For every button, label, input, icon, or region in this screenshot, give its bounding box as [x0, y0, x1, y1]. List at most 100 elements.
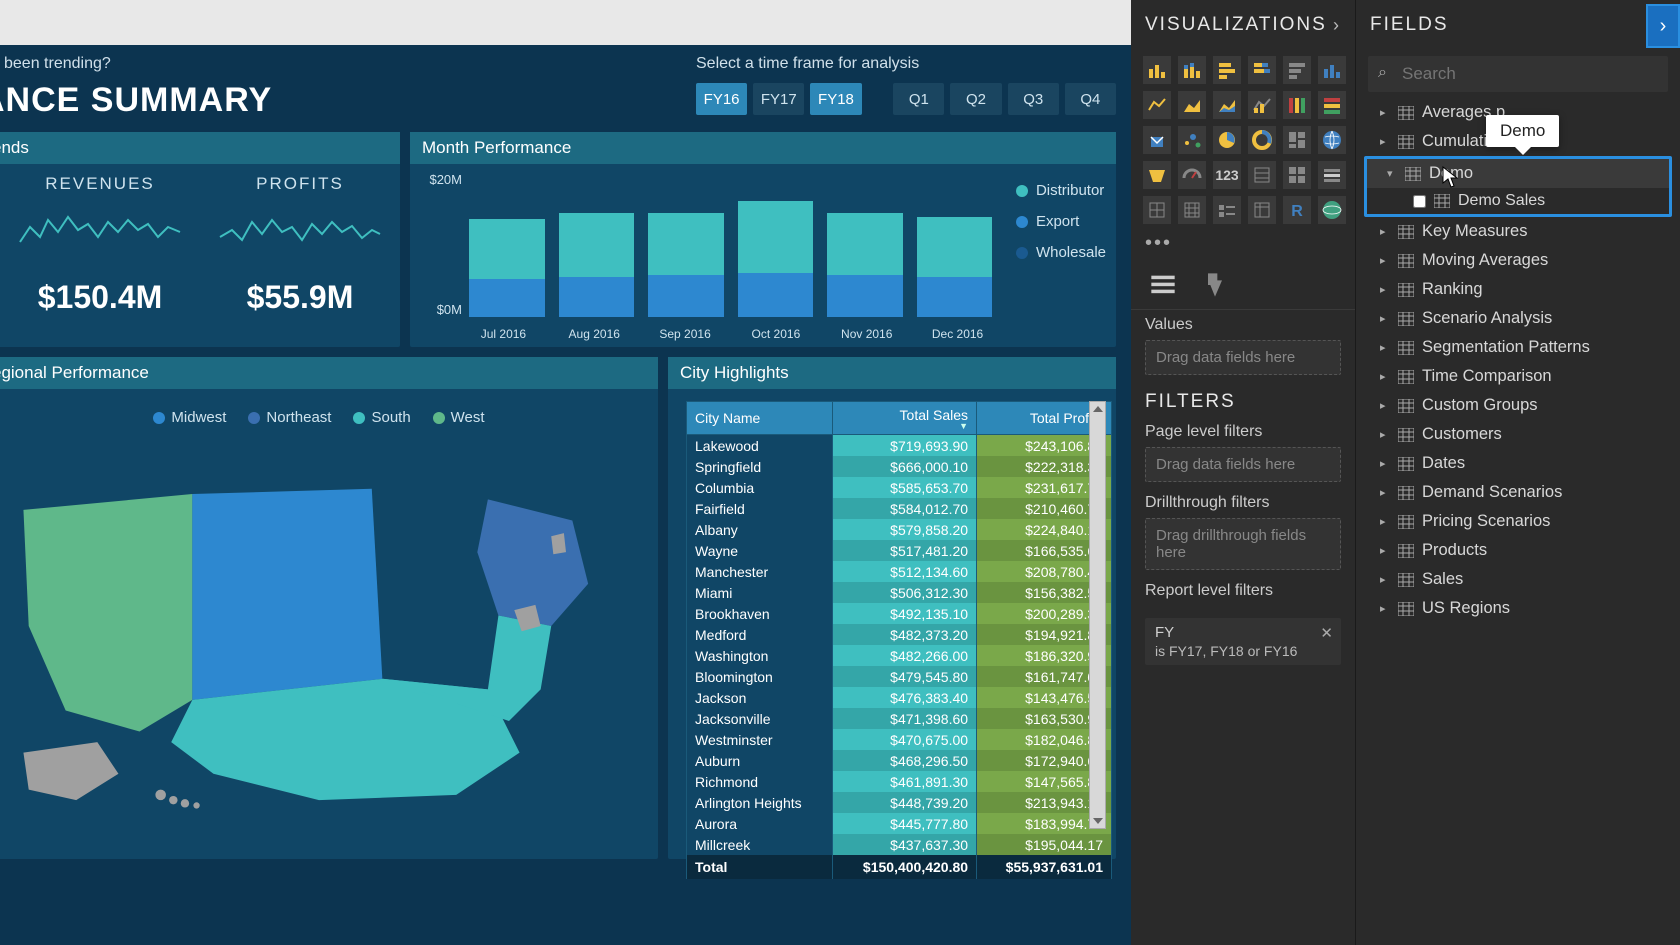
map-legend-item[interactable]: West	[433, 409, 485, 426]
table-header[interactable]: Total Sales▼	[832, 402, 976, 435]
viz-type-icon[interactable]: R	[1283, 196, 1311, 224]
trends-tile[interactable]: ends REVENUES $150.4M PROFITS $55.9M	[0, 132, 400, 347]
more-visuals-icon[interactable]: •••	[1131, 230, 1355, 257]
field-table-item[interactable]: ▸Segmentation Patterns	[1360, 333, 1676, 362]
field-table-item[interactable]: ▸Demand Scenarios	[1360, 478, 1676, 507]
regional-tile[interactable]: egional Performance MidwestNortheastSout…	[0, 357, 658, 859]
viz-type-icon[interactable]	[1178, 196, 1206, 224]
fy-button[interactable]: FY17	[753, 83, 804, 115]
field-table-item[interactable]: ▸Custom Groups	[1360, 391, 1676, 420]
active-filter-chip[interactable]: FY ✕ is FY17, FY18 or FY16	[1145, 618, 1341, 665]
table-row[interactable]: Fairfield$584,012.70$210,460.74	[687, 498, 1112, 519]
table-row[interactable]: Jacksonville$471,398.60$163,530.92	[687, 708, 1112, 729]
table-row[interactable]: Wayne$517,481.20$166,535.67	[687, 540, 1112, 561]
values-dropzone[interactable]: Drag data fields here	[1145, 340, 1341, 375]
viz-type-icon[interactable]	[1248, 161, 1276, 189]
table-row[interactable]: Aurora$445,777.80$183,994.73	[687, 813, 1112, 834]
field-table-item[interactable]: ▸Ranking	[1360, 275, 1676, 304]
field-table-item[interactable]: ▸Key Measures	[1360, 217, 1676, 246]
table-row[interactable]: Richmond$461,891.30$147,565.89	[687, 771, 1112, 792]
viz-type-icon[interactable]	[1283, 161, 1311, 189]
viz-type-icon[interactable]	[1143, 91, 1171, 119]
table-row[interactable]: Arlington Heights$448,739.20$213,943.19	[687, 792, 1112, 813]
table-scrollbar[interactable]	[1089, 401, 1106, 829]
viz-type-icon[interactable]	[1178, 91, 1206, 119]
field-table-item[interactable]: ▸Scenario Analysis	[1360, 304, 1676, 333]
collapse-pane-button[interactable]: ›	[1646, 4, 1680, 48]
field-table-item[interactable]: ▸Sales	[1360, 565, 1676, 594]
legend-item[interactable]: Wholesale	[1016, 244, 1106, 261]
field-table-item[interactable]: ▸Moving Averages	[1360, 246, 1676, 275]
field-table-item[interactable]: ▸Dates	[1360, 449, 1676, 478]
legend-item[interactable]: Distributor	[1016, 182, 1106, 199]
fields-search-input[interactable]	[1368, 56, 1668, 92]
map-legend-item[interactable]: Northeast	[248, 409, 331, 426]
map-legend-item[interactable]: Midwest	[153, 409, 226, 426]
quarter-button[interactable]: Q4	[1065, 83, 1116, 115]
table-row[interactable]: Millcreek$437,637.30$195,044.17	[687, 834, 1112, 855]
table-row[interactable]: Miami$506,312.30$156,382.56	[687, 582, 1112, 603]
viz-type-icon[interactable]	[1143, 126, 1171, 154]
table-row[interactable]: Auburn$468,296.50$172,940.60	[687, 750, 1112, 771]
viz-type-icon[interactable]	[1248, 126, 1276, 154]
viz-type-icon[interactable]	[1143, 56, 1171, 84]
table-row[interactable]: Washington$482,266.00$186,320.97	[687, 645, 1112, 666]
viz-type-icon[interactable]	[1248, 196, 1276, 224]
viz-type-icon[interactable]	[1143, 196, 1171, 224]
field-checkbox[interactable]	[1413, 195, 1426, 208]
viz-type-icon[interactable]	[1178, 126, 1206, 154]
visualizations-header[interactable]: VISUALIZATIONS ›	[1131, 0, 1355, 50]
quarter-button[interactable]: Q1	[893, 83, 944, 115]
fy-button[interactable]: FY18	[810, 83, 861, 115]
table-row[interactable]: Jackson$476,383.40$143,476.55	[687, 687, 1112, 708]
field-column-item[interactable]: Demo Sales	[1367, 188, 1669, 214]
viz-type-icon[interactable]	[1318, 196, 1346, 224]
viz-type-icon[interactable]	[1213, 91, 1241, 119]
field-table-item[interactable]: ▸Time Comparison	[1360, 362, 1676, 391]
table-row[interactable]: Brookhaven$492,135.10$200,289.33	[687, 603, 1112, 624]
field-table-item[interactable]: ▾Demo	[1367, 159, 1669, 188]
viz-type-icon[interactable]	[1318, 56, 1346, 84]
legend-item[interactable]: Export	[1016, 213, 1106, 230]
remove-filter-icon[interactable]: ✕	[1320, 624, 1333, 642]
viz-type-icon[interactable]	[1318, 126, 1346, 154]
viz-type-icon[interactable]	[1248, 56, 1276, 84]
table-row[interactable]: Manchester$512,134.60$208,780.44	[687, 561, 1112, 582]
viz-type-icon[interactable]	[1213, 196, 1241, 224]
viz-type-icon[interactable]	[1283, 56, 1311, 84]
field-table-item[interactable]: ▸Customers	[1360, 420, 1676, 449]
drillthrough-dropzone[interactable]: Drag drillthrough fields here	[1145, 518, 1341, 570]
fy-button[interactable]: FY16	[696, 83, 747, 115]
viz-type-icon[interactable]	[1178, 56, 1206, 84]
city-highlights-tile[interactable]: City Highlights City NameTotal Sales▼Tot…	[668, 357, 1116, 859]
viz-type-icon[interactable]: 123	[1213, 161, 1241, 189]
viz-type-icon[interactable]	[1213, 126, 1241, 154]
field-table-item[interactable]: ▸US Regions	[1360, 594, 1676, 623]
table-header[interactable]: City Name	[687, 402, 833, 435]
table-row[interactable]: Lakewood$719,693.90$243,106.89	[687, 435, 1112, 457]
quarter-button[interactable]: Q3	[1008, 83, 1059, 115]
field-table-item[interactable]: ▸Products	[1360, 536, 1676, 565]
field-table-item[interactable]: ▸Pricing Scenarios	[1360, 507, 1676, 536]
viz-type-icon[interactable]	[1178, 161, 1206, 189]
viz-type-icon[interactable]	[1318, 161, 1346, 189]
viz-type-icon[interactable]	[1283, 126, 1311, 154]
table-row[interactable]: Bloomington$479,545.80$161,747.05	[687, 666, 1112, 687]
table-row[interactable]: Albany$579,858.20$224,840.14	[687, 519, 1112, 540]
quarter-button[interactable]: Q2	[950, 83, 1001, 115]
table-row[interactable]: Medford$482,373.20$194,921.89	[687, 624, 1112, 645]
format-icon[interactable]	[1201, 271, 1229, 299]
viz-type-icon[interactable]	[1318, 91, 1346, 119]
page-filters-dropzone[interactable]: Drag data fields here	[1145, 447, 1341, 482]
viz-type-icon[interactable]	[1143, 161, 1171, 189]
table-row[interactable]: Springfield$666,000.10$222,318.33	[687, 456, 1112, 477]
fields-well-icon[interactable]	[1149, 271, 1177, 299]
fields-header[interactable]: FIELDS	[1356, 0, 1680, 50]
table-row[interactable]: Westminster$470,675.00$182,046.84	[687, 729, 1112, 750]
month-performance-tile[interactable]: Month Performance $20M $0M Jul 2016Aug 2…	[410, 132, 1116, 347]
viz-type-icon[interactable]	[1213, 56, 1241, 84]
viz-type-icon[interactable]	[1283, 91, 1311, 119]
viz-type-icon[interactable]	[1248, 91, 1276, 119]
map-legend-item[interactable]: South	[353, 409, 410, 426]
table-row[interactable]: Columbia$585,653.70$231,617.79	[687, 477, 1112, 498]
